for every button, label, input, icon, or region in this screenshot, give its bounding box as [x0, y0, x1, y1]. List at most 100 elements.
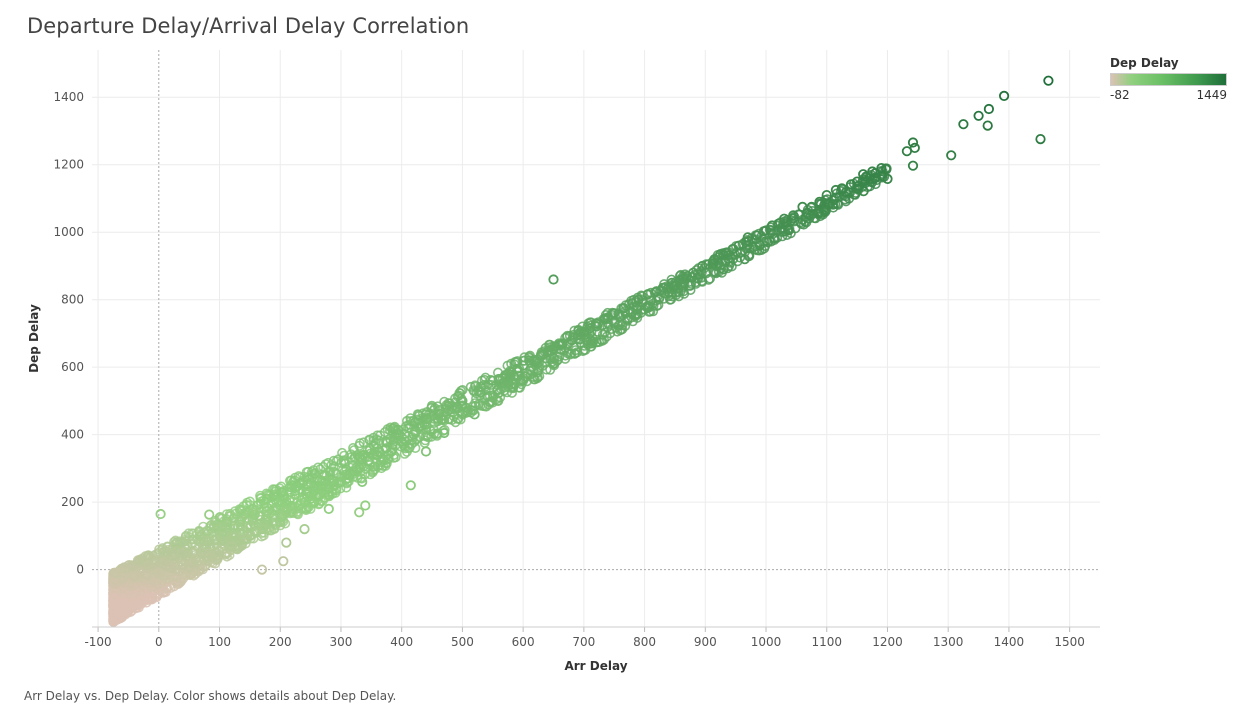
- data-points[interactable]: [111, 75, 1054, 603]
- data-point[interactable]: [153, 567, 164, 579]
- data-point[interactable]: [141, 569, 152, 580]
- data-point[interactable]: [651, 286, 662, 297]
- data-point[interactable]: [226, 540, 237, 552]
- data-point[interactable]: [117, 572, 128, 584]
- data-point[interactable]: [572, 329, 583, 341]
- data-point[interactable]: [788, 210, 799, 221]
- data-point[interactable]: [155, 508, 166, 520]
- data-point[interactable]: [982, 120, 993, 131]
- color-legend[interactable]: Dep Delay -82 1449: [1110, 56, 1230, 102]
- data-point[interactable]: [129, 571, 140, 582]
- data-point[interactable]: [493, 375, 504, 386]
- data-point[interactable]: [675, 274, 687, 285]
- data-point[interactable]: [144, 592, 155, 603]
- data-point[interactable]: [845, 179, 857, 190]
- data-point[interactable]: [973, 110, 984, 121]
- data-point[interactable]: [581, 335, 593, 346]
- data-point[interactable]: [958, 119, 969, 130]
- data-point[interactable]: [1035, 134, 1046, 145]
- data-point[interactable]: [566, 335, 577, 346]
- band-point: [532, 367, 543, 378]
- data-point[interactable]: [256, 564, 268, 575]
- data-point[interactable]: [190, 554, 201, 565]
- data-point[interactable]: [773, 218, 784, 229]
- data-point[interactable]: [590, 318, 602, 329]
- data-point[interactable]: [530, 356, 541, 368]
- data-point[interactable]: [814, 196, 825, 207]
- data-point[interactable]: [830, 184, 842, 196]
- data-point[interactable]: [405, 480, 416, 491]
- band-point: [409, 417, 420, 428]
- data-point[interactable]: [946, 150, 957, 161]
- data-point[interactable]: [797, 201, 808, 212]
- data-point[interactable]: [204, 509, 215, 520]
- data-point[interactable]: [372, 449, 383, 460]
- data-point[interactable]: [703, 259, 714, 270]
- data-point[interactable]: [715, 249, 726, 260]
- data-point[interactable]: [111, 567, 122, 579]
- data-point[interactable]: [858, 169, 869, 180]
- data-point[interactable]: [666, 277, 678, 288]
- data-point[interactable]: [627, 297, 638, 309]
- data-point[interactable]: [642, 289, 653, 300]
- data-point[interactable]: [709, 254, 720, 265]
- band-point: [192, 529, 203, 540]
- data-point[interactable]: [281, 537, 292, 548]
- data-point[interactable]: [569, 348, 580, 359]
- data-point[interactable]: [766, 220, 778, 231]
- data-point[interactable]: [739, 254, 750, 265]
- data-point[interactable]: [779, 213, 790, 224]
- data-point[interactable]: [697, 260, 708, 272]
- data-point[interactable]: [439, 427, 450, 439]
- data-point[interactable]: [882, 173, 893, 184]
- data-point[interactable]: [202, 550, 213, 562]
- data-point[interactable]: [742, 232, 753, 243]
- data-point[interactable]: [396, 436, 407, 447]
- data-point[interactable]: [363, 456, 374, 467]
- data-point[interactable]: [323, 503, 334, 514]
- data-point[interactable]: [275, 510, 286, 521]
- data-point[interactable]: [751, 230, 763, 241]
- data-point[interactable]: [357, 476, 368, 487]
- data-point[interactable]: [721, 247, 732, 258]
- data-point[interactable]: [354, 507, 365, 518]
- data-point[interactable]: [408, 429, 419, 440]
- data-point[interactable]: [599, 313, 611, 324]
- data-point[interactable]: [557, 338, 568, 349]
- data-point[interactable]: [836, 183, 848, 194]
- data-point[interactable]: [907, 137, 919, 148]
- data-point[interactable]: [718, 264, 729, 275]
- data-point[interactable]: [821, 190, 832, 201]
- data-point[interactable]: [983, 103, 995, 115]
- data-point[interactable]: [278, 556, 289, 567]
- data-point[interactable]: [214, 545, 225, 557]
- data-point[interactable]: [451, 402, 462, 413]
- data-point[interactable]: [238, 534, 249, 545]
- data-point[interactable]: [876, 163, 887, 174]
- data-point[interactable]: [299, 523, 310, 535]
- data-point[interactable]: [536, 350, 547, 361]
- data-point[interactable]: [618, 302, 629, 314]
- data-point[interactable]: [381, 443, 392, 454]
- data-point[interactable]: [475, 387, 486, 398]
- data-point[interactable]: [609, 308, 620, 319]
- data-point[interactable]: [487, 375, 498, 386]
- data-point[interactable]: [907, 160, 919, 171]
- data-point[interactable]: [347, 466, 359, 477]
- data-point[interactable]: [469, 409, 480, 420]
- data-point[interactable]: [548, 358, 559, 369]
- data-point[interactable]: [998, 90, 1010, 102]
- data-point[interactable]: [360, 500, 371, 511]
- data-point[interactable]: [420, 446, 432, 457]
- data-point[interactable]: [867, 166, 878, 177]
- data-point[interactable]: [760, 225, 772, 236]
- data-point[interactable]: [1043, 75, 1054, 86]
- data-point[interactable]: [851, 176, 863, 187]
- data-point[interactable]: [901, 146, 913, 157]
- data-point[interactable]: [178, 559, 189, 570]
- data-point[interactable]: [548, 274, 559, 285]
- data-point[interactable]: [165, 562, 176, 574]
- data-point[interactable]: [524, 355, 535, 366]
- data-point[interactable]: [457, 395, 468, 406]
